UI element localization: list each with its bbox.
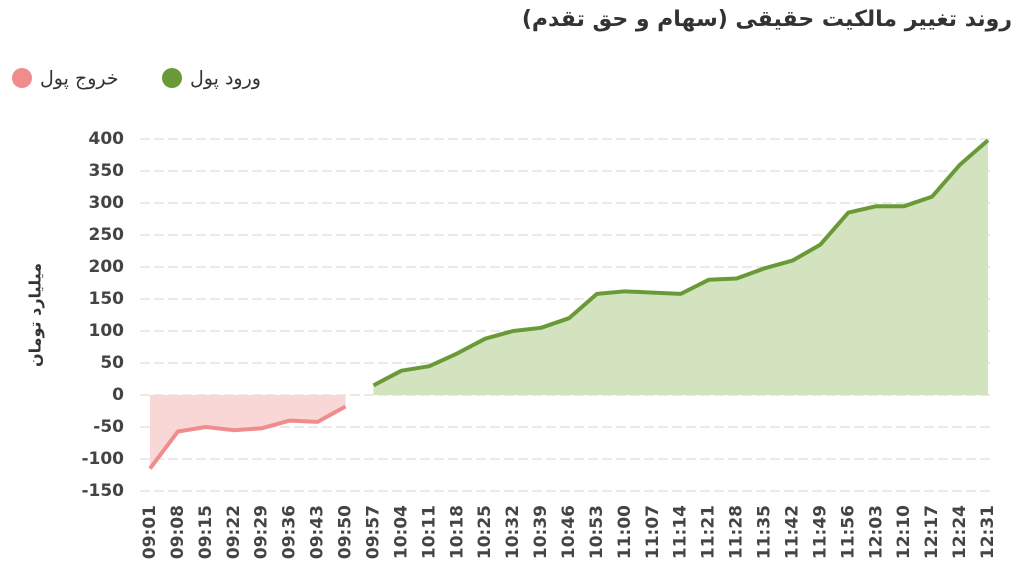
x-tick-label: 10:32 [503, 505, 523, 559]
x-tick-label: 09:01 [140, 505, 160, 559]
x-tick-label: 09:57 [363, 505, 383, 559]
legend-marker [12, 68, 32, 88]
series-line [148, 404, 347, 470]
y-tick-label: -150 [81, 481, 124, 501]
y-tick-label: 100 [89, 321, 125, 341]
x-tick-label: 11:35 [755, 505, 775, 559]
x-tick-label: 09:08 [168, 505, 188, 559]
x-tick-label: 10:46 [559, 505, 579, 559]
x-tick-label: 09:50 [336, 505, 356, 559]
y-tick-label: -100 [81, 449, 124, 469]
y-tick-label: 400 [89, 129, 125, 149]
x-tick-label: 12:10 [894, 505, 914, 559]
y-tick-label: 300 [89, 193, 125, 213]
x-tick-label: 09:15 [196, 505, 216, 559]
x-tick-label: 10:53 [587, 505, 607, 559]
x-tick-label: 11:56 [838, 505, 858, 559]
x-tick-label: 10:25 [475, 505, 495, 559]
chart-title: روند تغییر مالکیت حقیقی (سهام و حق تقدم) [522, 7, 1012, 32]
y-tick-label: 350 [89, 161, 125, 181]
x-tick-label: 09:43 [308, 505, 328, 559]
x-tick-label: 12:17 [922, 505, 942, 559]
x-tick-label: 09:29 [252, 505, 272, 559]
area-fill [150, 395, 346, 469]
x-tick-label: 11:07 [643, 505, 663, 559]
x-tick-label: 11:00 [615, 505, 635, 559]
y-tick-label: 250 [89, 225, 125, 245]
x-tick-label: 11:14 [671, 505, 691, 559]
y-tick-label: 150 [89, 289, 125, 309]
x-tick-label: 09:36 [280, 505, 300, 559]
legend-label: ورود پول [190, 68, 261, 90]
x-tick-label: 10:04 [391, 505, 411, 559]
x-tick-label: 12:24 [950, 505, 970, 559]
x-tick-label: 10:39 [531, 505, 551, 559]
x-tick-label: 11:49 [810, 505, 830, 559]
y-tick-label: 50 [100, 353, 124, 373]
x-tick-label: 11:42 [782, 505, 802, 559]
series-line [372, 138, 990, 388]
x-tick-label: 12:31 [978, 505, 998, 559]
x-tick-label: 11:28 [727, 505, 747, 559]
y-tick-label: -50 [93, 417, 124, 437]
y-tick-label: 200 [89, 257, 125, 277]
x-tick-label: 09:22 [224, 505, 244, 559]
y-axis-label: میلیارد تومان [26, 263, 45, 367]
x-tick-label: 10:11 [419, 505, 439, 559]
y-tick-label: 0 [112, 385, 124, 405]
x-tick-label: 11:21 [699, 505, 719, 559]
x-tick-label: 12:03 [866, 505, 886, 559]
x-tick-label: 10:18 [447, 505, 467, 559]
legend-marker [162, 68, 182, 88]
legend-label: خروج پول [40, 68, 119, 90]
